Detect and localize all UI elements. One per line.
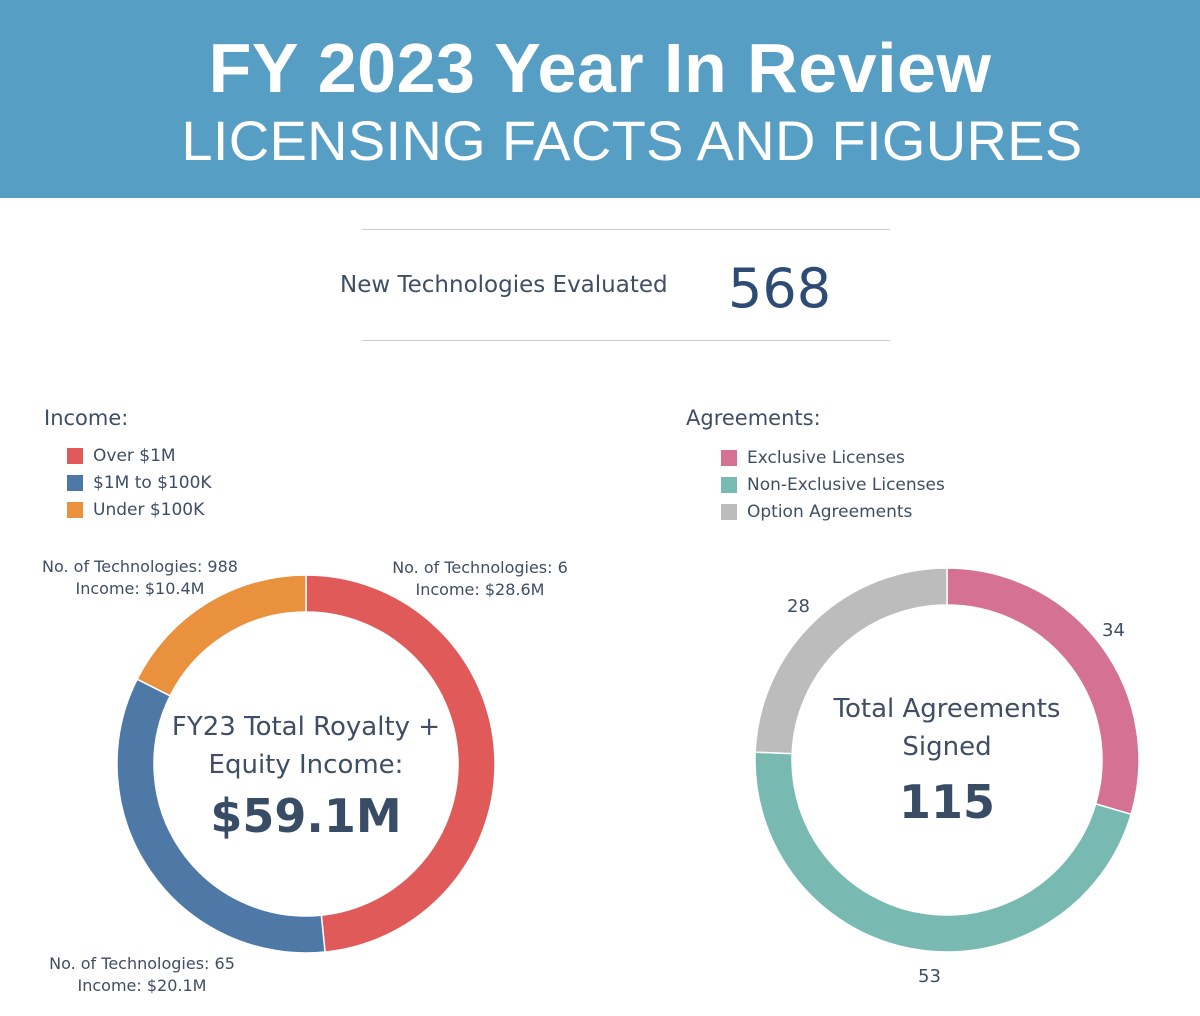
header-banner: FY 2023 Year In Review LICENSING FACTS A… (0, 0, 1200, 198)
legend-item-option: Option Agreements (721, 502, 912, 522)
legend-label-over-1m: Over $1M (93, 446, 176, 466)
donut-slice-non-exclusive (754, 751, 1133, 953)
legend-swatch-under-100k (67, 502, 83, 518)
income-annotation-mid: No. of Technologies: 65 Income: $20.1M (32, 953, 252, 997)
kpi-top-rule (362, 229, 890, 230)
legend-item-exclusive: Exclusive Licenses (721, 448, 905, 468)
page-title: FY 2023 Year In Review (208, 29, 992, 107)
legend-label-under-100k: Under $100K (93, 500, 205, 520)
legend-item-under-100k: Under $100K (67, 500, 204, 520)
legend-label-non-exclusive: Non-Exclusive Licenses (747, 475, 945, 495)
income-annotation-over-1m: No. of Technologies: 6 Income: $28.6M (370, 557, 590, 601)
data-label-exclusive: 34 (1102, 620, 1125, 641)
data-label-non-exclusive: 53 (918, 966, 941, 987)
agreements-center: Total Agreements Signed 115 (797, 690, 1097, 834)
income-center-line1: FY23 Total Royalty + (171, 712, 441, 742)
annotation-income-under-100k: Income: $10.4M (75, 579, 205, 598)
kpi-value: 568 (728, 257, 832, 320)
kpi-bottom-rule (362, 340, 890, 341)
page-subtitle: LICENSING FACTS AND FIGURES (181, 109, 1083, 172)
legend-label-exclusive: Exclusive Licenses (747, 448, 905, 468)
agreements-legend-title: Agreements: (686, 406, 821, 430)
agreements-center-line2: Signed (902, 732, 992, 762)
income-annotation-under-100k: No. of Technologies: 988 Income: $10.4M (30, 556, 250, 600)
legend-swatch-option (721, 504, 737, 520)
legend-item-over-1m: Over $1M (67, 446, 176, 466)
income-total-value: $59.1M (210, 789, 402, 843)
annotation-technologies-mid: No. of Technologies: 65 (49, 954, 235, 973)
annotation-technologies-under-100k: No. of Technologies: 988 (42, 557, 238, 576)
annotation-income-over-1m: Income: $28.6M (415, 580, 545, 599)
income-donut (116, 574, 496, 954)
legend-swatch-over-1m (67, 448, 83, 464)
income-center: FY23 Total Royalty + Equity Income: $59.… (146, 708, 466, 848)
legend-swatch-exclusive (721, 450, 737, 466)
income-legend-title: Income: (44, 406, 129, 430)
kpi-label: New Technologies Evaluated (340, 272, 668, 298)
agreements-total-value: 115 (898, 775, 996, 829)
legend-swatch-mid (67, 475, 83, 491)
agreements-center-line1: Total Agreements (833, 694, 1061, 724)
income-center-line2: Equity Income: (208, 750, 404, 780)
donut-slice-option (754, 567, 948, 755)
agreements-donut (754, 567, 1140, 953)
legend-item-non-exclusive: Non-Exclusive Licenses (721, 475, 945, 495)
annotation-income-mid: Income: $20.1M (77, 976, 207, 995)
annotation-technologies-over-1m: No. of Technologies: 6 (392, 558, 568, 577)
legend-label-option: Option Agreements (747, 502, 913, 522)
data-label-option: 28 (787, 596, 810, 617)
legend-label-mid: $1M to $100K (93, 473, 212, 493)
donut-slice-under-100k (136, 574, 307, 697)
legend-swatch-non-exclusive (721, 477, 737, 493)
donut-slice-over-1m (305, 574, 496, 953)
legend-item-mid: $1M to $100K (67, 473, 212, 493)
